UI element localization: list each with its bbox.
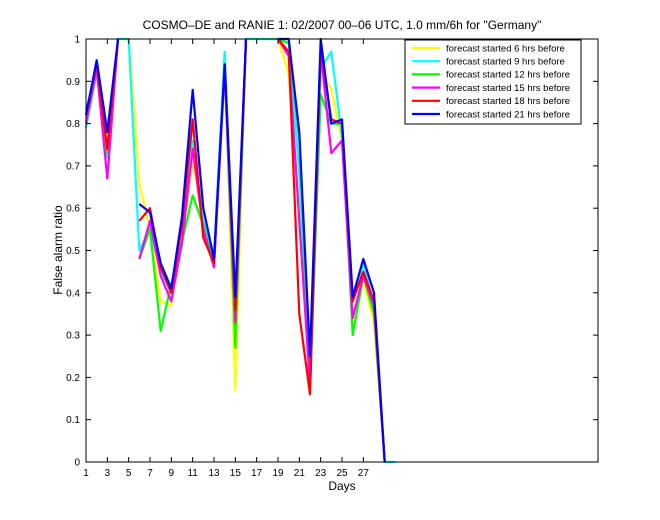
y-tick-label: 0.3 — [66, 331, 80, 342]
y-tick-label: 0.7 — [66, 161, 80, 172]
x-axis-label: Days — [328, 479, 355, 493]
x-tick-label: 11 — [187, 468, 198, 479]
legend-label: forecast started 21 hrs before — [446, 109, 570, 120]
x-tick-label: 5 — [126, 468, 132, 479]
x-tick-label: 23 — [315, 468, 327, 479]
x-tick-label: 1 — [83, 468, 89, 479]
legend-label: forecast started 15 hrs before — [446, 83, 570, 94]
legend-label: forecast started 12 hrs before — [446, 70, 570, 81]
x-tick-label: 21 — [294, 468, 306, 479]
legend-label: forecast started 18 hrs before — [446, 96, 570, 107]
x-tick-label: 7 — [147, 468, 153, 479]
legend: forecast started 6 hrs before forecast st… — [404, 39, 582, 125]
x-tick-label: 27 — [358, 468, 370, 479]
y-tick-label: 0.2 — [66, 373, 80, 384]
x-tick-label: 25 — [336, 468, 348, 479]
x-tick-label: 13 — [208, 468, 220, 479]
y-tick-label: 0 — [74, 458, 80, 469]
y-tick-label: 0.9 — [66, 77, 80, 88]
y-axis: 0 0.1 0.2 0.3 0.4 0.5 0.6 0.7 0.8 0.9 1 — [66, 35, 598, 469]
x-tick-label: 3 — [105, 468, 111, 479]
x-tick-label: 17 — [251, 468, 263, 479]
chart-title: COSMO–DE and RANIE 1: 02/2007 00–06 UTC,… — [143, 18, 542, 32]
y-tick-label: 0.1 — [66, 415, 80, 426]
x-tick-label: 19 — [272, 468, 284, 479]
x-tick-label: 9 — [169, 468, 175, 479]
x-tick-label: 15 — [230, 468, 242, 479]
legend-box — [404, 39, 582, 125]
y-axis-label: False alarm ratio — [51, 205, 65, 295]
legend-label: forecast started 9 hrs before — [446, 57, 565, 68]
y-tick-label: 1 — [74, 35, 80, 46]
legend-label: forecast started 6 hrs before — [446, 43, 565, 54]
y-tick-label: 0.5 — [66, 246, 80, 257]
series-layer — [84, 37, 396, 464]
y-tick-label: 0.6 — [66, 204, 80, 215]
y-tick-label: 0.4 — [66, 288, 80, 299]
y-tick-label: 0.8 — [66, 119, 80, 130]
x-axis: 1 3 5 7 9 11 13 15 17 19 21 23 25 27 — [83, 39, 369, 479]
series-line — [84, 37, 386, 463]
